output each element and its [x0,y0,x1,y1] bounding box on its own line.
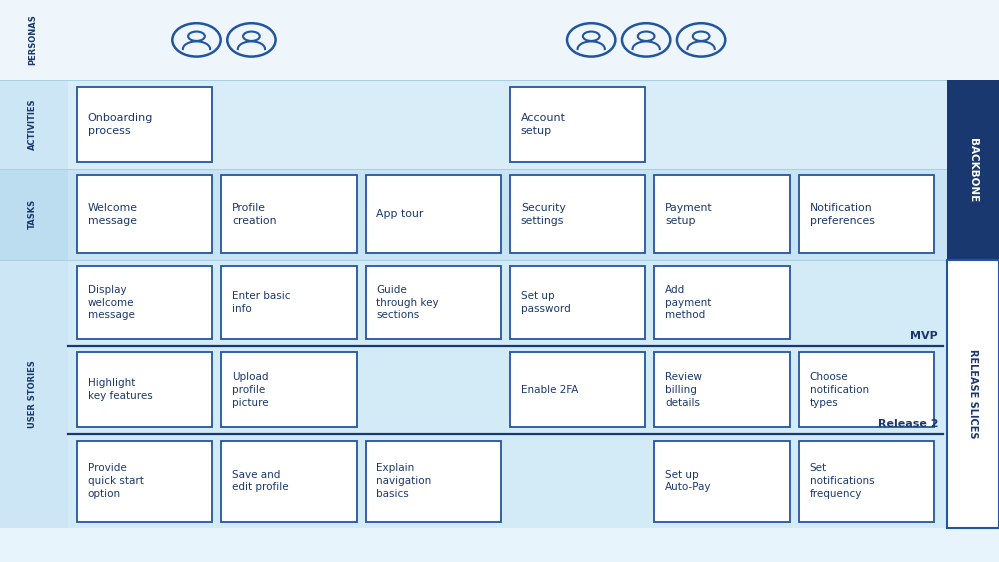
Bar [366,266,500,339]
Bar [509,175,645,253]
Bar [366,175,500,253]
Bar [509,87,645,162]
Bar [77,352,212,427]
Text: Set
notifications
frequency: Set notifications frequency [809,463,874,499]
Text: Highlight
key features: Highlight key features [88,378,153,401]
Bar [947,260,999,528]
Bar [654,441,789,522]
Bar [77,175,212,253]
Bar [0,169,68,260]
Bar [366,441,500,522]
Text: ACTIVITIES: ACTIVITIES [28,98,37,150]
Bar [0,169,999,260]
Bar [798,352,934,427]
Bar [77,87,212,162]
Bar [0,0,999,80]
Bar [654,352,789,427]
Bar [654,175,789,253]
Text: Notification
preferences: Notification preferences [809,203,874,225]
Text: Payment
setup: Payment setup [665,203,713,225]
Bar [77,266,212,339]
Bar [221,175,357,253]
Text: Account
setup: Account setup [520,113,565,135]
Text: TASKS: TASKS [28,199,37,229]
Text: Provide
quick start
option: Provide quick start option [88,463,144,499]
Bar [654,266,789,339]
Text: Set up
password: Set up password [520,291,570,314]
Text: Explain
navigation
basics: Explain navigation basics [377,463,432,499]
Bar [947,80,999,260]
Text: Choose
notification
types: Choose notification types [809,372,869,407]
Text: Security
settings: Security settings [520,203,565,225]
Bar [221,266,357,339]
Text: Display
welcome
message: Display welcome message [88,285,135,320]
Bar [798,175,934,253]
Bar [221,441,357,522]
Bar [0,80,999,169]
Text: Enable 2FA: Enable 2FA [520,385,578,395]
Text: Profile
creation: Profile creation [232,203,277,225]
Text: Guide
through key
sections: Guide through key sections [377,285,440,320]
Text: USER STORIES: USER STORIES [28,360,37,428]
Bar [0,260,68,528]
Bar [509,352,645,427]
Bar [221,352,357,427]
Text: Add
payment
method: Add payment method [665,285,711,320]
Text: Onboarding
process: Onboarding process [88,113,153,135]
Text: Enter basic
info: Enter basic info [232,291,291,314]
Text: Upload
profile
picture: Upload profile picture [232,372,269,407]
Text: RELEASE SLICES: RELEASE SLICES [968,349,978,439]
Text: Release 2: Release 2 [877,419,938,429]
Text: Set up
Auto-Pay: Set up Auto-Pay [665,470,711,492]
Bar [77,441,212,522]
Bar [0,260,999,528]
Text: MVP: MVP [910,331,938,341]
Bar [509,266,645,339]
Text: PERSONAS: PERSONAS [28,15,37,65]
Text: Review
billing
details: Review billing details [665,372,702,407]
Text: Welcome
message: Welcome message [88,203,138,225]
Text: BACKBONE: BACKBONE [968,138,978,202]
Bar [798,441,934,522]
Bar [0,80,68,169]
Text: App tour: App tour [377,209,424,219]
Text: Save and
edit profile: Save and edit profile [232,470,289,492]
